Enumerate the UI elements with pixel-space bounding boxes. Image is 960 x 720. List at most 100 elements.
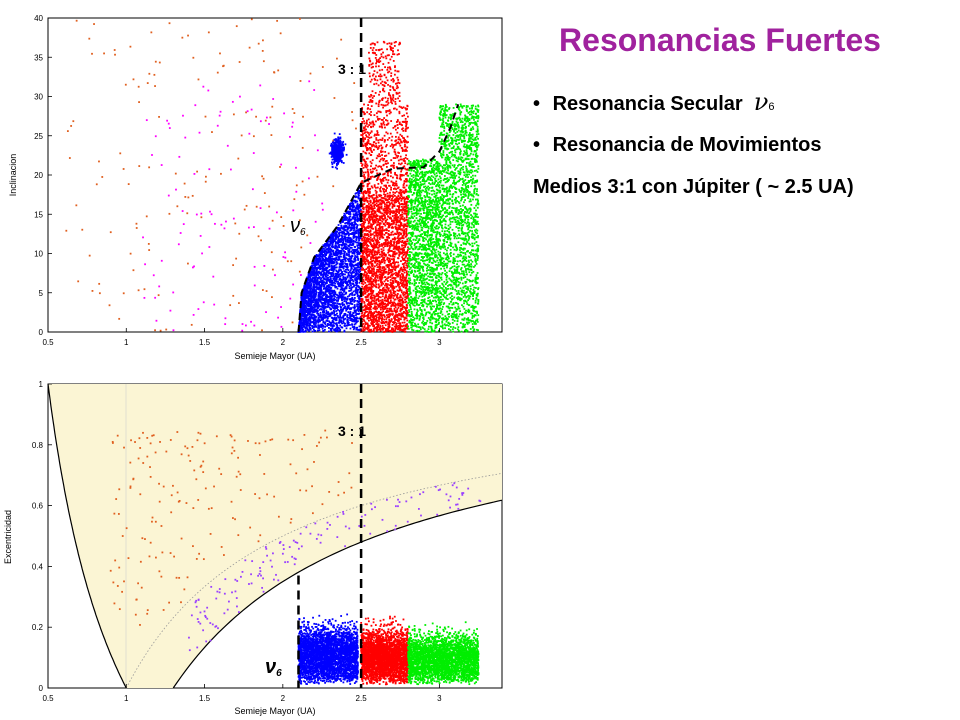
point-red [398,312,400,315]
point-red [378,327,381,330]
point-blue [341,270,343,273]
point-blue [354,319,357,322]
point-magenta [250,320,252,323]
point-red [387,162,389,165]
point-blue [339,288,342,291]
point-red [370,294,373,297]
point-red [396,70,399,73]
point-magenta [179,232,182,234]
point-magenta [224,323,227,326]
point-red [395,325,397,328]
point-red [392,281,395,283]
point-blue [352,199,355,202]
point-blue [310,294,312,297]
point-blue [321,283,323,286]
point-blue [309,276,312,279]
point-blue [342,254,345,257]
point-red [383,308,385,311]
point-red [391,238,394,241]
point-orange [332,185,335,188]
point-blue [346,314,349,316]
point-blue [310,300,313,303]
point-blue [330,296,333,298]
point-orange [255,115,258,118]
point-red [381,324,384,327]
point-orange [232,113,235,116]
point-blue [350,267,353,270]
point-blue [337,227,340,230]
point-red [373,144,375,147]
point-orange [70,125,73,127]
point-blue [343,293,345,296]
point-blue [351,303,354,305]
point-blue [310,273,313,276]
point-blue [356,207,359,210]
point-blue [325,289,328,292]
point-blue [334,150,337,153]
point-blue [347,219,350,221]
point-blue [299,322,302,325]
point-red [370,245,373,248]
point-red [361,211,363,214]
point-blue [334,307,337,310]
point-blue [342,146,345,149]
point-blue [350,241,353,243]
point-blue [340,291,343,294]
point-orange [232,264,235,267]
point-blue [324,328,326,331]
point-blue [347,249,350,252]
point-red [386,54,389,57]
point-blue [307,301,310,304]
point-blue [358,291,361,294]
point-blue [317,263,320,265]
point-magenta [292,283,295,286]
point-red [385,330,388,332]
point-blue [335,253,337,256]
point-blue [340,225,343,228]
point-red [392,226,394,229]
point-blue [358,209,361,212]
point-blue [339,148,342,151]
point-blue [327,324,330,326]
point-red [406,257,409,260]
point-red [383,197,386,200]
point-blue [308,317,311,320]
point-blue [313,321,316,324]
point-blue [325,315,328,317]
point-red [360,282,363,285]
point-magenta [248,132,251,135]
point-red [391,314,394,316]
point-blue [330,143,333,145]
point-red [397,200,400,203]
point-blue [313,325,316,328]
point-red [369,251,372,253]
point-blue [351,216,354,219]
point-orange [306,234,309,237]
point-blue [355,249,358,252]
point-magenta [247,226,250,229]
point-blue [324,278,327,281]
point-blue [359,252,361,255]
point-red [391,285,394,288]
point-blue [334,233,337,236]
point-blue [328,269,331,271]
point-magenta [201,252,203,255]
point-magenta [216,124,219,127]
point-blue [345,216,348,218]
point-blue [314,277,317,280]
point-blue [322,299,325,302]
point-blue [338,246,341,249]
point-blue [323,253,326,255]
point-blue [321,256,324,259]
point-magenta [213,303,216,306]
point-blue [311,330,314,333]
point-magenta [314,134,316,137]
point-blue [353,264,356,267]
point-blue [320,265,323,268]
point-blue [303,286,306,289]
point-blue [349,259,352,262]
point-blue [307,320,309,323]
point-red [373,268,375,271]
point-magenta [224,317,227,320]
point-red [394,100,397,103]
